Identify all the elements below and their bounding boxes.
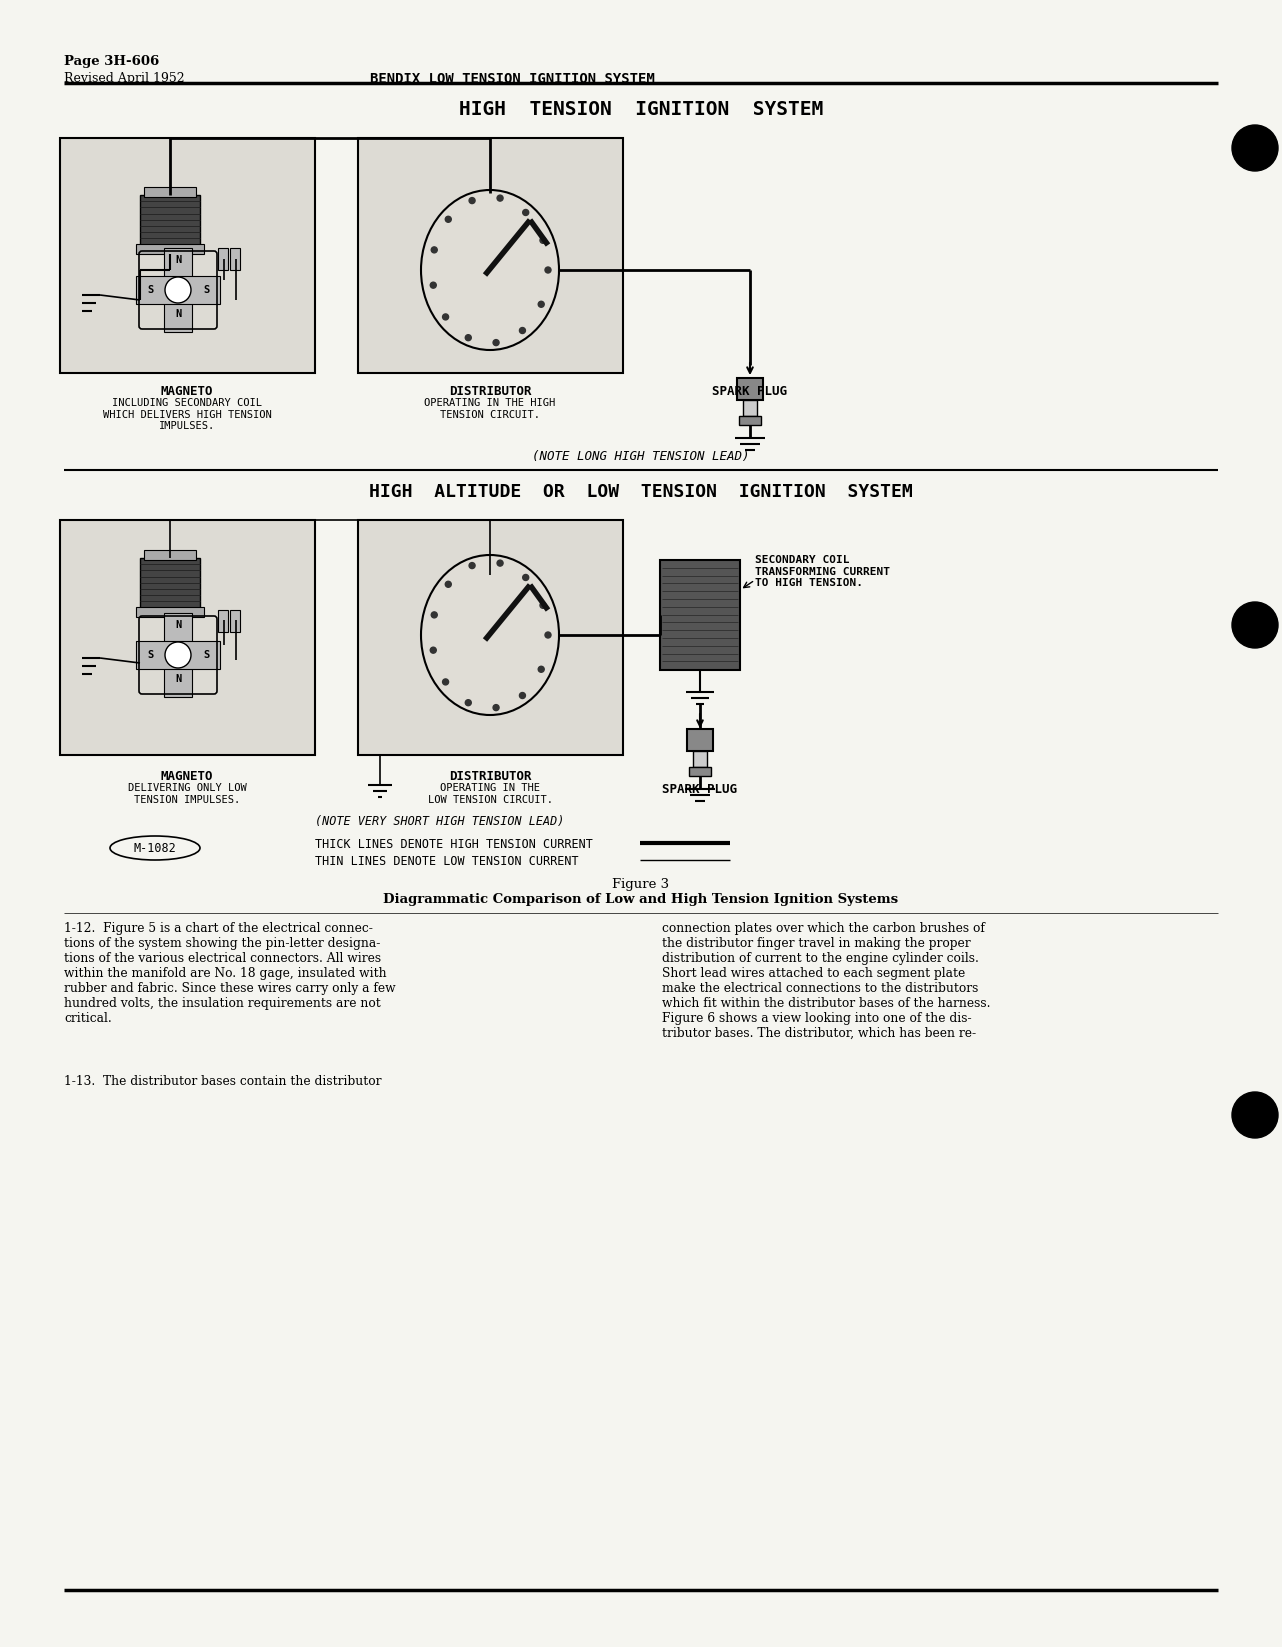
Circle shape: [442, 679, 449, 685]
Bar: [229, 609, 240, 632]
Text: MAGNETO: MAGNETO: [160, 385, 213, 399]
Text: BENDIX LOW TENSION IGNITION SYSTEM: BENDIX LOW TENSION IGNITION SYSTEM: [370, 72, 655, 86]
Text: THIN LINES DENOTE LOW TENSION CURRENT: THIN LINES DENOTE LOW TENSION CURRENT: [315, 855, 578, 868]
Ellipse shape: [420, 555, 559, 715]
Bar: [164, 613, 192, 697]
Circle shape: [540, 603, 546, 608]
Text: SECONDARY COIL
TRANSFORMING CURRENT
TO HIGH TENSION.: SECONDARY COIL TRANSFORMING CURRENT TO H…: [755, 555, 890, 588]
Text: S: S: [203, 285, 209, 295]
Bar: [744, 400, 756, 417]
Circle shape: [519, 692, 526, 698]
Bar: [136, 641, 221, 669]
Bar: [218, 249, 228, 270]
Bar: [229, 249, 240, 270]
Bar: [140, 558, 200, 608]
Circle shape: [465, 334, 472, 341]
Text: 1-12.  Figure 5 is a chart of the electrical connec-
tions of the system showing: 1-12. Figure 5 is a chart of the electri…: [64, 922, 396, 1024]
Bar: [136, 608, 204, 618]
Text: MAGNETO: MAGNETO: [160, 771, 213, 782]
Circle shape: [1232, 1092, 1278, 1138]
Text: M-1082: M-1082: [133, 842, 177, 855]
Bar: [136, 277, 221, 305]
Text: N: N: [174, 619, 181, 631]
Text: 1-13.  The distributor bases contain the distributor: 1-13. The distributor bases contain the …: [64, 1075, 382, 1089]
Circle shape: [1232, 603, 1278, 647]
Ellipse shape: [420, 189, 559, 351]
Text: Page 3H-606: Page 3H-606: [64, 54, 159, 68]
Circle shape: [431, 247, 437, 254]
Bar: [358, 138, 623, 372]
Bar: [60, 138, 315, 372]
Circle shape: [494, 339, 499, 346]
Text: Diagrammatic Comparison of Low and High Tension Ignition Systems: Diagrammatic Comparison of Low and High …: [383, 893, 899, 906]
Circle shape: [538, 301, 545, 308]
Bar: [660, 560, 740, 670]
Circle shape: [442, 315, 449, 320]
Text: N: N: [174, 674, 181, 684]
Text: S: S: [203, 651, 209, 660]
Bar: [140, 194, 200, 245]
Text: OPERATING IN THE
LOW TENSION CIRCUIT.: OPERATING IN THE LOW TENSION CIRCUIT.: [427, 782, 553, 805]
Circle shape: [469, 563, 476, 568]
Circle shape: [165, 277, 191, 303]
Bar: [688, 768, 712, 776]
Bar: [218, 609, 228, 632]
Bar: [694, 751, 706, 768]
Circle shape: [431, 613, 437, 618]
Text: connection plates over which the carbon brushes of
the distributor finger travel: connection plates over which the carbon …: [662, 922, 991, 1039]
Bar: [737, 379, 763, 400]
Text: HIGH  ALTITUDE  OR  LOW  TENSION  IGNITION  SYSTEM: HIGH ALTITUDE OR LOW TENSION IGNITION SY…: [369, 483, 913, 501]
Text: S: S: [147, 285, 153, 295]
Circle shape: [431, 647, 436, 654]
Text: (NOTE LONG HIGH TENSION LEAD): (NOTE LONG HIGH TENSION LEAD): [532, 450, 750, 463]
Circle shape: [445, 216, 451, 222]
Circle shape: [497, 194, 503, 201]
Text: SPARK PLUG: SPARK PLUG: [713, 385, 787, 399]
Text: N: N: [174, 255, 181, 265]
Text: (NOTE VERY SHORT HIGH TENSION LEAD): (NOTE VERY SHORT HIGH TENSION LEAD): [315, 815, 564, 828]
Circle shape: [545, 267, 551, 273]
Bar: [144, 188, 196, 198]
Text: DELIVERING ONLY LOW
TENSION IMPULSES.: DELIVERING ONLY LOW TENSION IMPULSES.: [128, 782, 246, 805]
Text: THICK LINES DENOTE HIGH TENSION CURRENT: THICK LINES DENOTE HIGH TENSION CURRENT: [315, 838, 592, 851]
Bar: [738, 417, 762, 425]
Text: SPARK PLUG: SPARK PLUG: [663, 782, 737, 796]
Circle shape: [445, 581, 451, 588]
Text: DISTRIBUTOR: DISTRIBUTOR: [449, 385, 531, 399]
Circle shape: [497, 560, 503, 567]
Bar: [60, 520, 315, 754]
Bar: [687, 730, 713, 751]
Circle shape: [465, 700, 472, 705]
Circle shape: [469, 198, 476, 204]
Circle shape: [431, 282, 436, 288]
Bar: [136, 244, 204, 254]
Bar: [358, 520, 623, 754]
Bar: [164, 249, 192, 333]
Text: Figure 3: Figure 3: [613, 878, 669, 891]
Circle shape: [494, 705, 499, 710]
Text: INCLUDING SECONDARY COIL
WHICH DELIVERS HIGH TENSION
IMPULSES.: INCLUDING SECONDARY COIL WHICH DELIVERS …: [103, 399, 272, 432]
Text: N: N: [174, 310, 181, 320]
Circle shape: [523, 209, 528, 216]
Circle shape: [540, 237, 546, 244]
Circle shape: [545, 632, 551, 637]
Circle shape: [1232, 125, 1278, 171]
Circle shape: [523, 575, 528, 580]
Text: DISTRIBUTOR: DISTRIBUTOR: [449, 771, 531, 782]
Text: S: S: [147, 651, 153, 660]
Circle shape: [165, 642, 191, 669]
Circle shape: [538, 667, 545, 672]
Text: OPERATING IN THE HIGH
TENSION CIRCUIT.: OPERATING IN THE HIGH TENSION CIRCUIT.: [424, 399, 555, 420]
Bar: [144, 550, 196, 560]
Circle shape: [519, 328, 526, 334]
Text: Revised April 1952: Revised April 1952: [64, 72, 185, 86]
Text: HIGH  TENSION  IGNITION  SYSTEM: HIGH TENSION IGNITION SYSTEM: [459, 100, 823, 119]
